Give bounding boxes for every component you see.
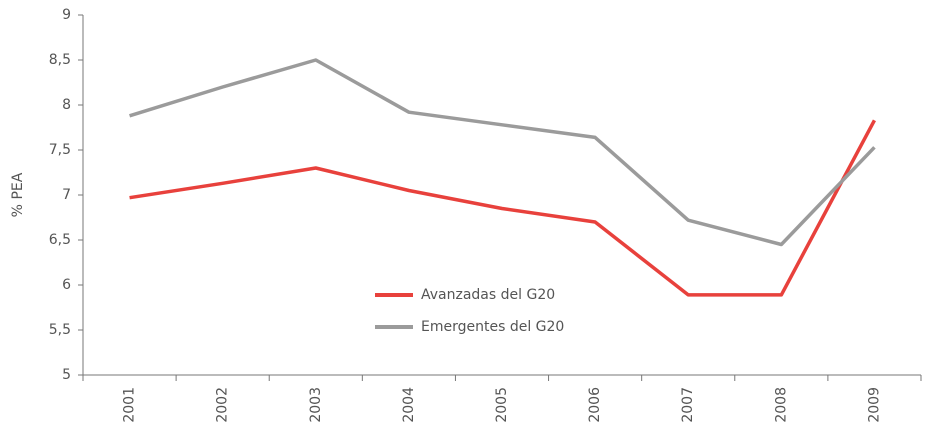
x-tick-label: 2004	[401, 387, 417, 423]
x-tick-label: 2005	[494, 387, 510, 423]
y-tick-label: 8	[62, 97, 71, 113]
y-tick-label: 5,5	[49, 322, 71, 338]
y-tick-label: 6,5	[49, 232, 71, 248]
y-tick-label: 8,5	[49, 52, 71, 68]
x-tick-label: 2007	[680, 387, 696, 423]
y-tick-label: 9	[62, 7, 71, 23]
line-series	[129, 58, 876, 247]
y-tick-label: 7,5	[49, 142, 71, 158]
y-axis-label: % PEA	[10, 172, 26, 217]
y-tick-label: 6	[62, 277, 71, 293]
legend-label: Emergentes del G20	[421, 319, 564, 335]
x-tick-label: 2001	[122, 387, 138, 423]
x-tick-label: 2002	[215, 387, 231, 423]
y-tick-label: 7	[62, 187, 71, 203]
x-tick-label: 2006	[587, 387, 603, 423]
line-series	[129, 119, 876, 297]
x-tick-label: 2008	[773, 387, 789, 423]
x-tick-label: 2009	[866, 387, 882, 423]
legend-label: Avanzadas del G20	[421, 287, 555, 303]
x-tick-label: 2003	[308, 387, 324, 423]
y-tick-label: 5	[62, 367, 71, 383]
